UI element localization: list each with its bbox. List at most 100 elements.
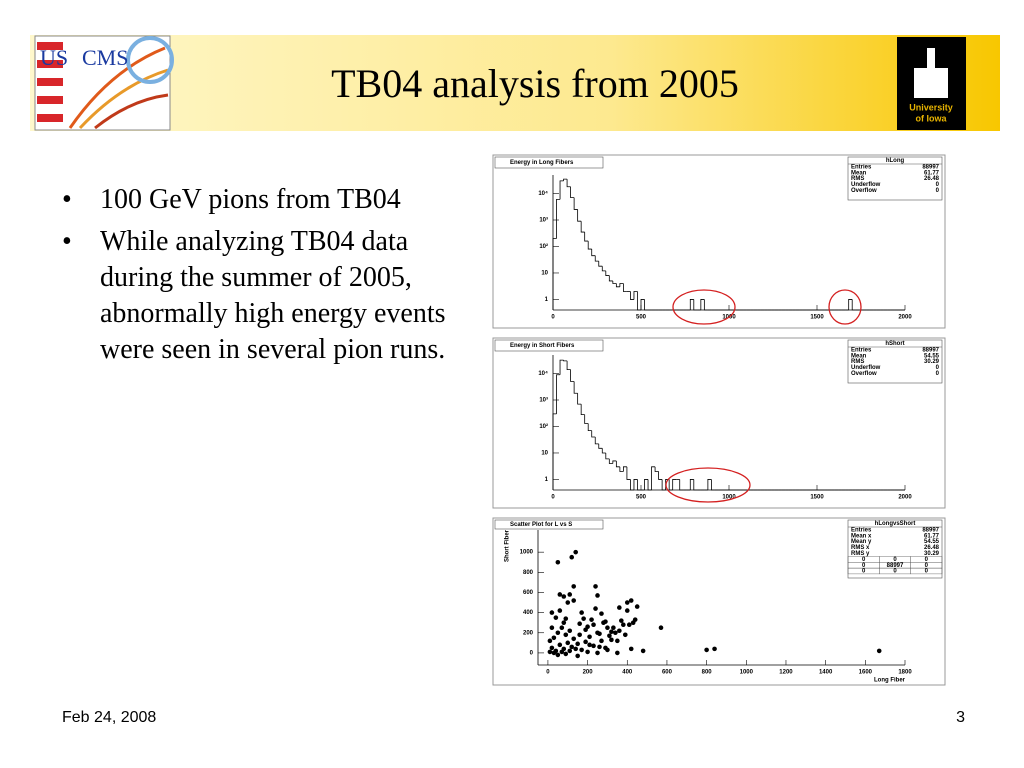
chart-title: Scatter Plot for L vs S [510, 522, 572, 528]
logo-building [914, 68, 948, 98]
y-tick-label: 10 [541, 451, 548, 457]
scatter-point [573, 549, 578, 555]
histogram-bin [601, 448, 606, 454]
stats-label: Overflow [851, 371, 877, 377]
highlight-ellipse [665, 467, 751, 503]
scatter-point [569, 644, 575, 650]
scatter-point [549, 610, 555, 615]
logo-left: US CMS [34, 35, 174, 131]
scatter-point [587, 642, 592, 648]
x-tick-label: 600 [662, 670, 673, 676]
histogram-bin [633, 479, 638, 490]
histogram-bin [689, 299, 694, 310]
histogram-bin [580, 404, 585, 416]
scatter-point [611, 625, 616, 631]
logo-text: CMS [82, 45, 128, 70]
y-tick-label: 10⁴ [538, 371, 548, 377]
scatter-point [615, 650, 620, 656]
logo-stripe [37, 60, 63, 68]
histogram-bin [640, 299, 645, 310]
stats-value: 0 [936, 188, 940, 194]
histogram-bin [679, 479, 684, 491]
histogram-bin [851, 299, 856, 311]
scatter-point [595, 650, 600, 656]
stats-name: hLongvsShort [875, 521, 916, 527]
scatter-point [559, 625, 565, 631]
y-tick-label: 10³ [539, 217, 548, 224]
histogram-bin [563, 360, 568, 362]
x-tick-label: 1600 [859, 670, 873, 676]
histogram-bin [644, 299, 649, 311]
histogram-bin [605, 270, 610, 276]
histogram-bin [587, 423, 592, 431]
logo-stripe [37, 78, 63, 86]
y-tick-label: 10⁴ [538, 191, 548, 197]
scatter-point [876, 648, 882, 654]
histogram-bin [693, 479, 698, 491]
stats-cell-value: 0 [925, 569, 929, 575]
histogram-bin [566, 360, 571, 371]
x-tick-label: 500 [636, 315, 647, 321]
scatter-point [595, 593, 600, 598]
histogram-bin [584, 232, 589, 242]
histogram-bin [570, 369, 575, 382]
stats-box [847, 519, 943, 579]
stats-value: 61.77 [924, 170, 940, 176]
scatter-point [565, 640, 571, 646]
scatter-point [559, 649, 565, 655]
histogram-bin [647, 479, 652, 491]
chart-title-box [494, 339, 604, 352]
histogram-bin [623, 283, 627, 292]
histogram-bin [594, 437, 599, 445]
logo-stripe [37, 114, 63, 122]
histogram-bin [612, 280, 617, 284]
histogram-bin [577, 209, 582, 222]
y-tick-label: 800 [523, 570, 534, 576]
scatter-point [571, 584, 577, 589]
histogram-bin [556, 374, 561, 414]
scatter-point [617, 628, 622, 634]
annotations [665, 289, 862, 503]
stats-value: 88997 [922, 165, 939, 171]
y-axis-label: Short Fiber [505, 529, 511, 562]
logo-text: of Iowa [916, 113, 948, 123]
scatter-point [549, 625, 555, 631]
histogram-bin [580, 221, 585, 233]
highlight-ellipse [828, 289, 862, 325]
histogram-bin [633, 291, 638, 300]
scatter-point [634, 604, 640, 609]
scatter-point [551, 635, 557, 641]
logo-ring [126, 36, 174, 84]
stats-value: 0 [936, 182, 940, 188]
scatter-point [605, 647, 610, 653]
scatter-point [585, 649, 590, 655]
stats-label: RMS x [851, 545, 870, 551]
stats-value: 30.29 [924, 359, 940, 365]
histogram-bin [573, 197, 578, 210]
x-tick-label: 2000 [898, 495, 912, 501]
histogram-bin [615, 460, 620, 468]
scatter-point [615, 638, 620, 644]
y-tick-label: 0 [530, 650, 534, 656]
stats-name: hShort [885, 341, 904, 347]
stats-label: RMS y [851, 551, 870, 557]
scatter-point [571, 598, 577, 603]
stats-value: 26.48 [924, 545, 940, 551]
stats-cell-value: 0 [925, 563, 929, 569]
histogram-bin [711, 479, 715, 491]
chart: 0 200 400 600 800 1000 1200 1400 1600 1800 0 200 400… [492, 517, 946, 686]
x-tick-label: 400 [622, 670, 633, 676]
stats-cell-value: 0 [862, 569, 866, 575]
stats-value: 88997 [922, 348, 939, 354]
scatter-point [563, 616, 569, 621]
histogram-bin [615, 283, 620, 288]
stats-label: Entries [851, 348, 872, 354]
stats-cell-value: 0 [893, 569, 897, 575]
scatter-point [577, 632, 582, 638]
y-tick-label: 1000 [520, 550, 534, 556]
scatter-point [609, 629, 614, 635]
y-tick-label: 600 [523, 590, 534, 596]
histogram-bin [612, 460, 617, 464]
